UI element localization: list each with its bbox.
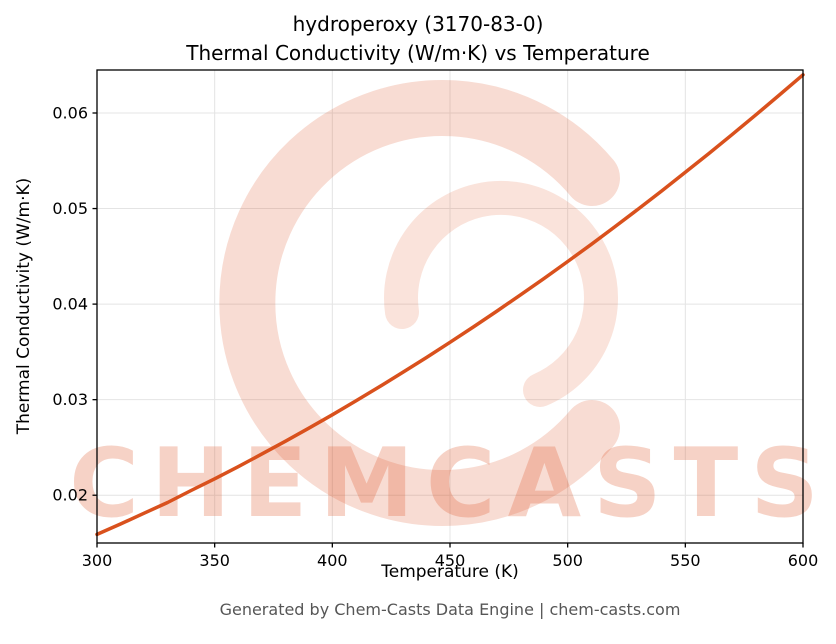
x-tick-label: 500 xyxy=(552,551,583,570)
footer-credit: Generated by Chem-Casts Data Engine | ch… xyxy=(219,600,681,619)
chart-title: hydroperoxy (3170-83-0) Thermal Conducti… xyxy=(0,10,836,68)
y-tick-label: 0.06 xyxy=(52,104,88,123)
y-tick-label: 0.05 xyxy=(52,199,88,218)
watermark-text: CHEMCASTS xyxy=(69,429,831,539)
y-tick-label: 0.03 xyxy=(52,390,88,409)
chemcasts-c-logo-swirl-icon xyxy=(384,180,618,407)
chart-title-line2: Thermal Conductivity (W/m·K) vs Temperat… xyxy=(186,41,650,65)
chemcasts-c-logo-watermark-icon xyxy=(219,80,620,526)
x-axis-label: Temperature (K) xyxy=(381,562,519,582)
x-tick-label: 350 xyxy=(199,551,230,570)
chart-title-line1: hydroperoxy (3170-83-0) xyxy=(292,12,544,36)
y-tick-label: 0.04 xyxy=(52,295,88,314)
y-tick-label: 0.02 xyxy=(52,486,88,505)
data-line-series xyxy=(95,73,805,537)
x-tick-label: 450 xyxy=(435,551,466,570)
x-tick-label: 600 xyxy=(788,551,819,570)
x-tick-label: 400 xyxy=(317,551,348,570)
x-tick-label: 300 xyxy=(82,551,113,570)
x-tick-label: 550 xyxy=(670,551,701,570)
